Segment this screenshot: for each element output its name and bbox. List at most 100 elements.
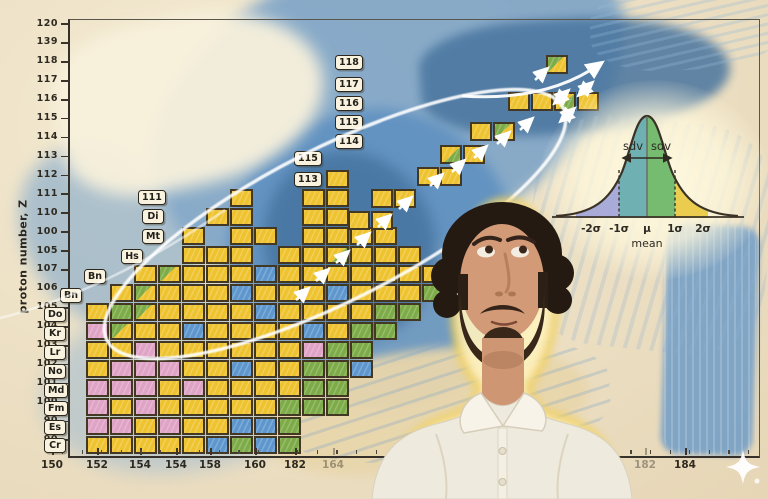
y-axis-tick-label: 101 <box>28 377 58 388</box>
nuclide-cell <box>86 360 109 378</box>
island-cell <box>470 122 492 141</box>
x-axis-minor-tick <box>336 450 338 454</box>
nuclide-cell <box>158 417 181 435</box>
y-axis-tick <box>61 250 69 252</box>
nuclide-cell <box>302 284 325 302</box>
y-axis-tick-label: 116 <box>36 93 58 105</box>
nuclide-cell <box>182 265 205 283</box>
nuclide-cell <box>110 284 133 302</box>
element-label-111: 111 <box>138 190 166 205</box>
nuclide-cell <box>182 379 205 397</box>
island-cell <box>440 167 462 186</box>
nuclide-cell <box>86 417 109 435</box>
jaw-shadow <box>483 351 523 369</box>
tick-mu: μ <box>643 223 651 235</box>
nuclide-cell <box>134 284 157 302</box>
nuclide-cell <box>278 341 301 359</box>
y-axis-tick <box>61 79 69 82</box>
y-axis-tick <box>61 231 69 233</box>
nuclide-cell <box>134 303 157 321</box>
nuclide-cell <box>278 246 301 264</box>
nuclide-cell <box>158 284 181 302</box>
nuclide-cell <box>134 265 157 283</box>
nuclide-cell <box>230 360 253 378</box>
x-axis-tick-label: 158 <box>199 459 221 471</box>
nuclide-cell <box>326 322 349 340</box>
nuclide-cell <box>182 398 205 416</box>
x-axis-tick-label: 152 <box>86 459 108 471</box>
x-axis-tick-label: 184 <box>674 459 696 471</box>
nuclide-cell <box>134 341 157 359</box>
y-axis-tick-label: 113 <box>36 149 58 161</box>
x-axis-minor-tick <box>218 450 221 454</box>
nuclide-cell <box>326 189 349 207</box>
sideburn-right <box>538 272 548 308</box>
sparkle-icon <box>726 450 760 484</box>
nuclide-cell <box>134 436 157 454</box>
element-label-118: 118 <box>335 55 363 70</box>
nuclide-cell <box>86 322 109 340</box>
tick-plus2sigma: 2σ <box>695 223 710 235</box>
sparkle-dot <box>754 478 760 484</box>
nuclide-cell <box>206 284 229 302</box>
nuclide-cell <box>206 398 229 416</box>
nuclide-cell <box>182 417 205 435</box>
nuclide-cell <box>278 417 301 435</box>
nuclide-cell <box>254 303 277 321</box>
nuclide-cell <box>278 303 301 321</box>
nuclide-cell <box>134 322 157 340</box>
sdv-right-label: sdv <box>651 139 671 153</box>
y-axis-tick <box>61 136 69 139</box>
x-axis-tick <box>176 448 178 455</box>
y-axis-tick <box>61 117 69 120</box>
nuclide-cell <box>302 379 325 397</box>
nuclide-cell <box>230 189 253 207</box>
nuclide-cell <box>230 208 253 226</box>
nuclide-cell <box>230 284 253 302</box>
island-cell <box>508 92 530 111</box>
nuclide-cell <box>254 398 277 416</box>
tick-plus1sigma: 1σ <box>667 223 682 235</box>
x-axis-tick-label: 154 <box>165 459 187 471</box>
nuclide-cell <box>302 227 325 245</box>
nuclide-cell <box>206 417 229 435</box>
y-axis-tick-label: 114 <box>36 131 58 143</box>
nuclide-cell <box>254 341 277 359</box>
nuclide-cell <box>230 436 253 454</box>
nuclide-cell <box>254 322 277 340</box>
x-axis-tick <box>255 448 257 455</box>
nuclide-cell <box>278 379 301 397</box>
nuclide-cell <box>158 379 181 397</box>
nuclide-cell <box>302 322 325 340</box>
nuclide-cell <box>206 303 229 321</box>
nuclide-cell <box>326 303 349 321</box>
x-axis-minor-tick <box>101 450 103 454</box>
nuclide-cell <box>230 417 253 435</box>
x-axis-minor-tick <box>669 450 671 454</box>
person-figure <box>371 197 633 499</box>
y-axis-tick-label: 100 <box>36 225 58 237</box>
nuclide-cell <box>230 379 253 397</box>
x-axis-minor-tick <box>277 450 279 454</box>
x-axis-minor-tick <box>689 450 691 454</box>
nuclide-cell <box>230 303 253 321</box>
y-axis-tick <box>61 155 69 158</box>
x-axis-minor-tick <box>708 450 711 454</box>
y-axis-tick-label: 118 <box>36 55 58 67</box>
x-axis-minor-tick <box>316 450 319 454</box>
nuclide-cell <box>326 360 349 378</box>
band-plus2sigma <box>675 117 708 218</box>
nuclide-cell <box>110 360 133 378</box>
nuclide-cell <box>302 360 325 378</box>
nuclide-cell <box>254 417 277 435</box>
nuclide-cell <box>110 417 133 435</box>
nuclide-cell <box>158 360 181 378</box>
y-axis-tick-label: 110 <box>36 206 58 218</box>
nuclide-cell <box>206 208 229 226</box>
x-axis-minor-tick <box>120 450 123 454</box>
element-label-es: Es <box>44 420 66 435</box>
nuclide-cell <box>230 246 253 264</box>
nuclide-cell <box>182 303 205 321</box>
element-label-no: No <box>44 364 67 379</box>
nuclide-cell <box>302 341 325 359</box>
